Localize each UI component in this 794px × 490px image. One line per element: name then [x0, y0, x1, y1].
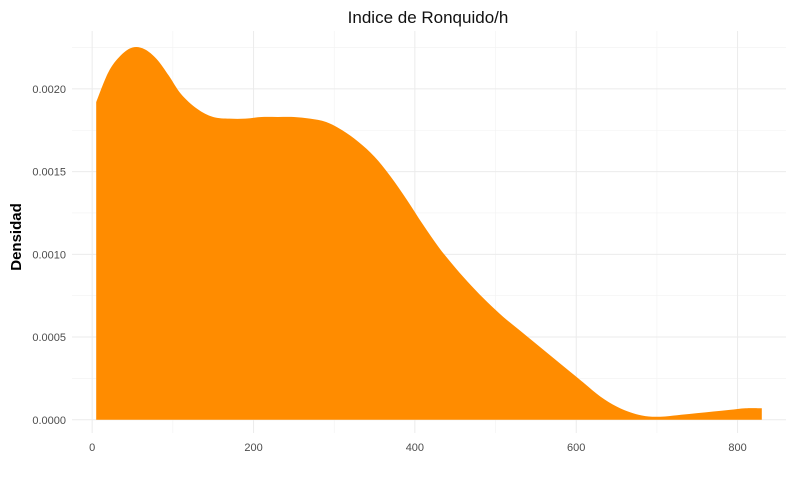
- x-tick-label: 400: [406, 442, 424, 454]
- x-tick-label: 800: [728, 442, 746, 454]
- y-tick-label: 0.0000: [32, 415, 66, 427]
- y-tick-label: 0.0010: [32, 249, 66, 261]
- y-axis-label: Densidad: [8, 203, 25, 271]
- x-tick-label: 600: [567, 442, 585, 454]
- y-tick-label: 0.0020: [32, 84, 66, 96]
- axes: 0 200 400 600 800 0.0000 0.0005 0.0010 0.0015 0.0…: [32, 84, 746, 454]
- y-tick-label: 0.0005: [32, 332, 66, 344]
- density-area: [96, 47, 762, 420]
- plot-area: [96, 47, 762, 420]
- x-tick-label: 200: [244, 442, 262, 454]
- chart-title: Indice de Ronquido/h: [348, 8, 509, 27]
- y-tick-label: 0.0015: [32, 167, 66, 179]
- x-tick-label: 0: [89, 442, 95, 454]
